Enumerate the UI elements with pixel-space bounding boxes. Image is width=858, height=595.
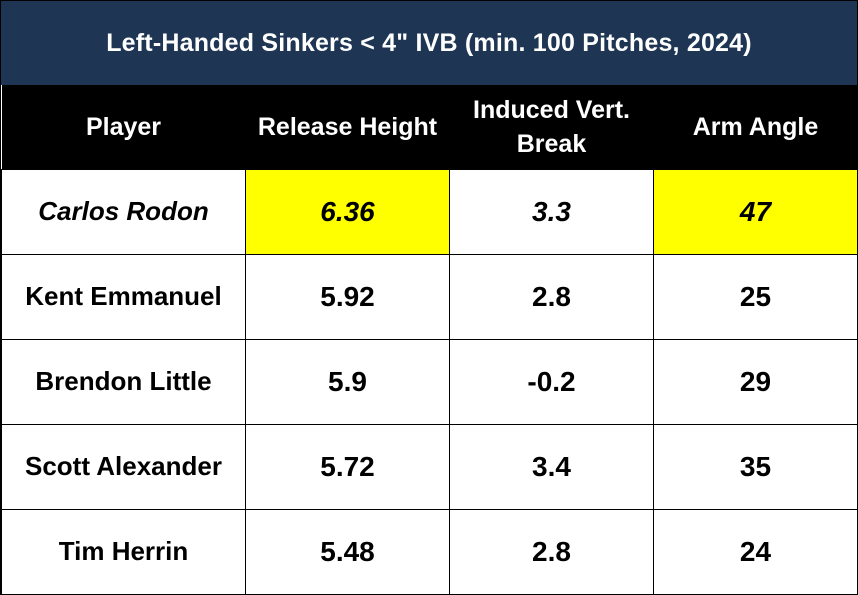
table-row: Carlos Rodon 6.36 3.3 47 [1,168,858,255]
column-header-release-height: Release Height [257,112,438,141]
player-name-cell: Tim Herrin [1,508,246,595]
ivb-cell: 2.8 [449,508,654,595]
release-height-cell: 5.92 [245,253,450,340]
arm-angle-cell: 25 [653,253,858,340]
data-table: Player Release Height Induced Vert. Brea… [1,85,858,595]
release-height-cell: 5.9 [245,338,450,425]
release-height-cell: 6.36 [245,168,450,255]
column-header-induced-vert-break: Induced Vert. Break [473,95,630,158]
table-row: Brendon Little 5.9 -0.2 29 [1,338,858,425]
header-row: Player Release Height Induced Vert. Brea… [1,85,858,169]
table-row: Scott Alexander 5.72 3.4 35 [1,423,858,510]
ivb-cell: -0.2 [449,338,654,425]
player-name-cell: Brendon Little [1,338,246,425]
ivb-cell: 3.4 [449,423,654,510]
player-name-cell: Kent Emmanuel [1,253,246,340]
player-name-cell: Scott Alexander [1,423,246,510]
release-height-cell: 5.72 [245,423,450,510]
arm-angle-cell: 29 [653,338,858,425]
column-header-player: Player [85,112,162,141]
ivb-cell: 2.8 [449,253,654,340]
player-name-cell: Carlos Rodon [1,168,246,255]
release-height-cell: 5.48 [245,508,450,595]
column-header-arm-angle: Arm Angle [692,112,819,141]
arm-angle-cell: 24 [653,508,858,595]
table-title: Left-Handed Sinkers < 4" IVB (min. 100 P… [1,1,857,85]
ivb-cell: 3.3 [449,168,654,255]
arm-angle-cell: 35 [653,423,858,510]
table-row: Kent Emmanuel 5.92 2.8 25 [1,253,858,340]
table-row: Tim Herrin 5.48 2.8 24 [1,508,858,595]
arm-angle-cell: 47 [653,168,858,255]
